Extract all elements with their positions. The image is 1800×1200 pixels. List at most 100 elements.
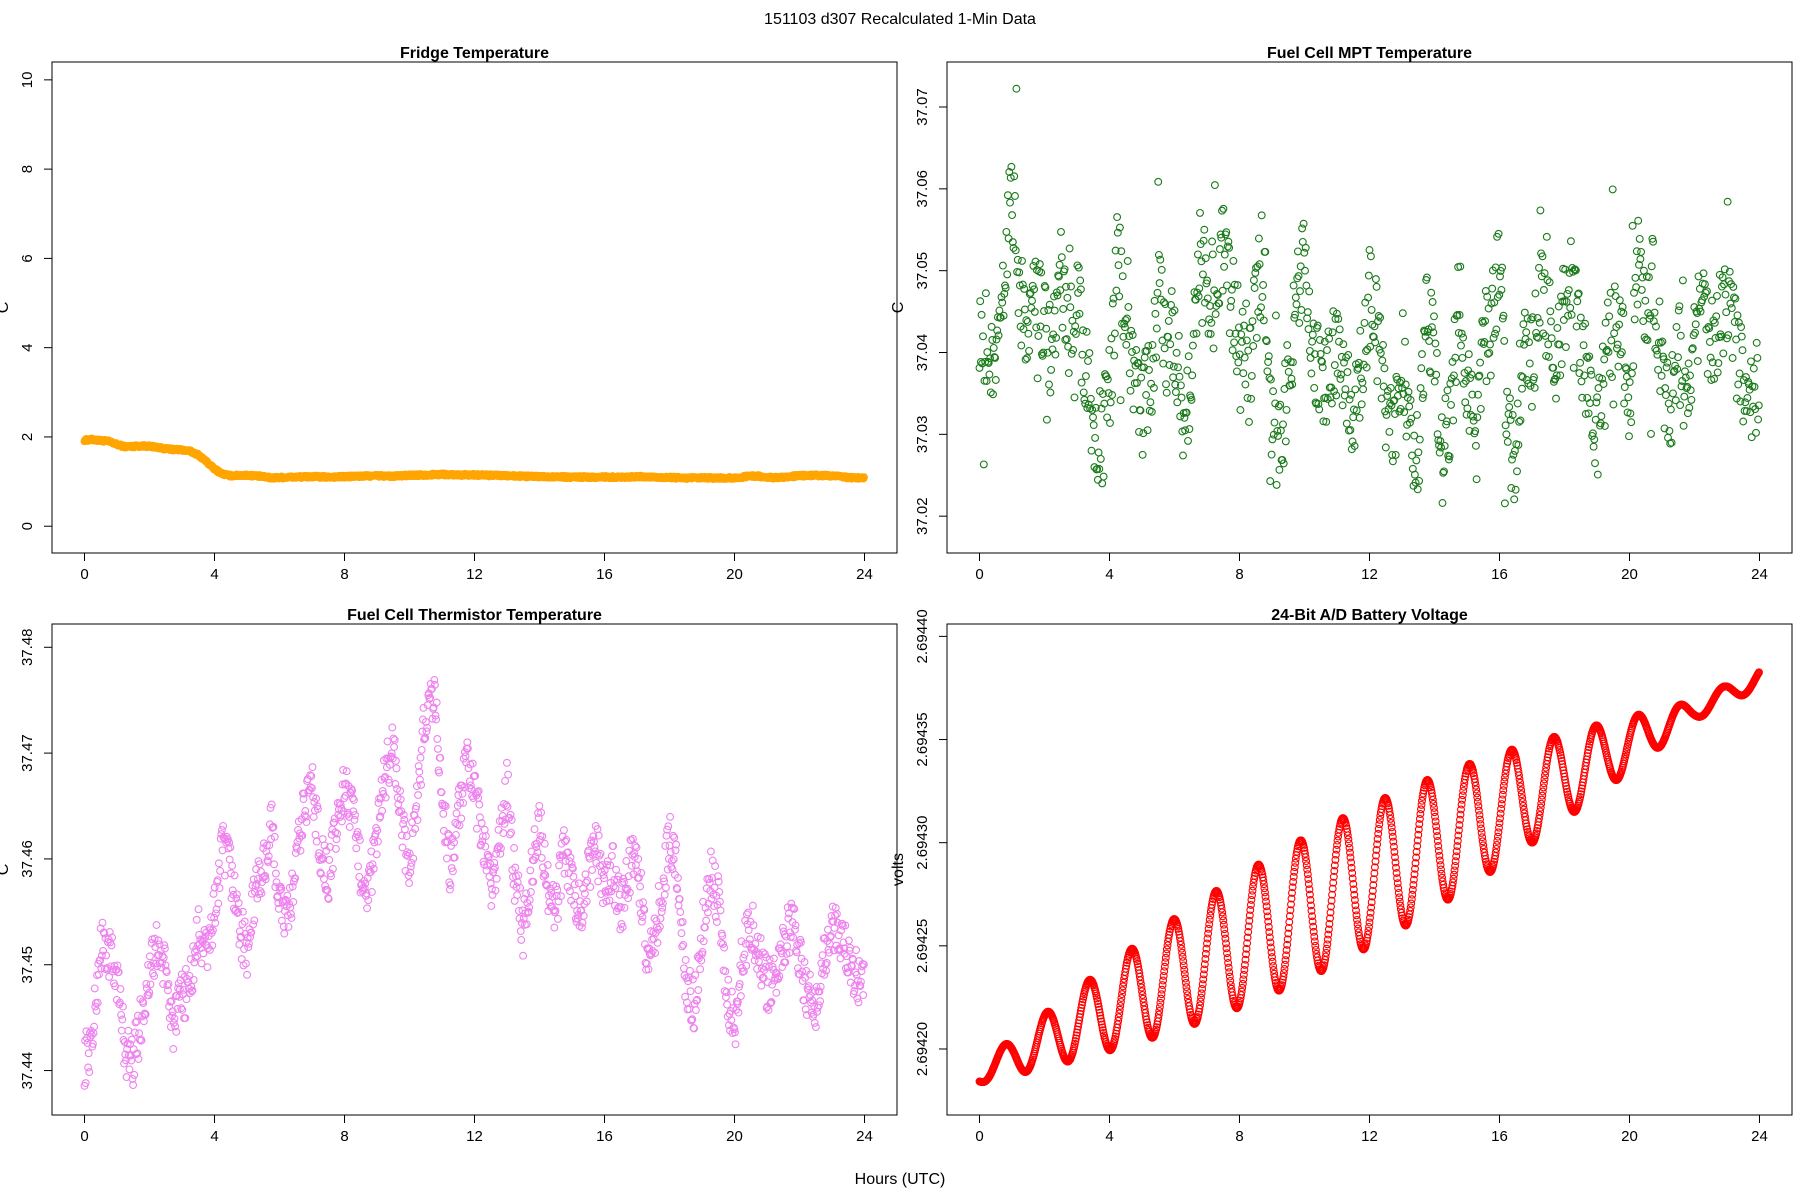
mpt-point: [990, 353, 999, 362]
thermistor-point: [102, 951, 111, 960]
thermistor-point: [667, 856, 676, 865]
voltage-point: [1413, 836, 1422, 845]
thermistor-point: [475, 813, 484, 822]
mpt-point: [1700, 280, 1709, 289]
mpt-point: [1637, 247, 1646, 256]
mpt-point: [1597, 412, 1606, 421]
voltage-point: [1242, 944, 1251, 953]
mpt-point: [1123, 314, 1131, 323]
thermistor-point: [742, 961, 751, 970]
mpt-point: [1293, 247, 1302, 256]
thermistor-point: [678, 942, 687, 951]
mpt-point: [1188, 341, 1197, 350]
mpt-point: [1505, 403, 1514, 411]
thermistor-point: [477, 840, 486, 849]
mpt-point: [989, 343, 998, 352]
mpt-point: [1020, 284, 1029, 293]
thermistor-point: [411, 824, 420, 833]
voltage-point: [1473, 797, 1482, 806]
mpt-point: [1167, 301, 1175, 309]
thermistor-point: [169, 1018, 178, 1027]
voltage-point: [1432, 822, 1441, 831]
voltage-point: [1203, 939, 1211, 948]
mpt-point: [1207, 318, 1216, 327]
thermistor-point: [481, 832, 490, 841]
mpt-point: [1037, 268, 1046, 277]
thermistor-point: [648, 947, 657, 955]
thermistor-point: [636, 882, 645, 891]
mpt-point: [1124, 303, 1133, 311]
mpt-point: [1661, 384, 1670, 393]
mpt-point: [1232, 367, 1241, 376]
voltage-point: [1472, 789, 1481, 798]
thermistor-point: [475, 800, 484, 809]
thermistor-point: [269, 823, 278, 831]
voltage-point: [1240, 960, 1249, 969]
voltage-point: [1265, 933, 1274, 942]
mpt-point: [1308, 330, 1317, 339]
thermistor-point: [789, 904, 798, 913]
thermistor-point: [664, 822, 673, 831]
thermistor-point: [712, 918, 721, 926]
thermistor-point: [503, 802, 512, 811]
thermistor-point: [644, 965, 653, 974]
thermistor-point: [500, 819, 509, 828]
mpt-point: [1024, 329, 1033, 338]
thermistor-point: [859, 991, 868, 1000]
thermistor-point: [818, 951, 827, 960]
mpt-point: [1294, 272, 1303, 281]
mpt-point: [1735, 369, 1744, 378]
mpt-point: [1538, 252, 1547, 261]
thermistor-point: [208, 926, 217, 935]
thermistor-point: [97, 964, 106, 973]
voltage-point: [1239, 970, 1248, 979]
mpt-point: [1432, 349, 1441, 357]
thermistor-point: [463, 738, 472, 747]
mpt-point: [982, 377, 991, 385]
thermistor-point: [619, 877, 628, 886]
thermistor-point: [319, 875, 328, 883]
mpt-point: [1567, 310, 1576, 319]
thermistor-point: [658, 899, 667, 908]
mpt-point: [1225, 243, 1234, 252]
thermistor-point: [189, 975, 198, 984]
mpt-point: [1006, 173, 1015, 182]
mpt-point: [1696, 307, 1705, 316]
voltage-point: [1406, 903, 1415, 912]
thermistor-point: [446, 881, 455, 890]
thermistor-point: [423, 723, 432, 732]
voltage-point: [1418, 796, 1426, 805]
voltage-point: [1331, 855, 1340, 864]
voltage-point: [1496, 809, 1505, 818]
mpt-point: [1625, 432, 1633, 441]
thermistor-point: [431, 711, 440, 720]
mpt-point: [1540, 269, 1549, 278]
mpt-point: [1172, 348, 1181, 357]
voltage-point: [1415, 814, 1424, 823]
thermistor-point: [552, 882, 561, 891]
mpt-point: [1513, 399, 1522, 408]
mpt-point: [1457, 341, 1465, 350]
mpt-point: [1045, 300, 1054, 309]
panel-fridge-temperature: Fridge TemperatureC048121620240246810: [0, 45, 898, 583]
mpt-point: [1491, 329, 1499, 338]
voltage-point: [1430, 808, 1439, 817]
mpt-point: [1129, 405, 1138, 414]
mpt-point: [1479, 318, 1487, 327]
voltage-point: [1391, 858, 1400, 867]
mpt-point: [1253, 262, 1262, 271]
voltage-point: [1278, 978, 1287, 987]
voltage-point: [1453, 836, 1462, 845]
mpt-point: [1210, 181, 1219, 190]
thermistor-point: [124, 1026, 133, 1035]
thermistor-point: [607, 851, 616, 860]
mpt-point: [1513, 467, 1521, 476]
voltage-point: [1326, 914, 1334, 923]
mpt-point: [1230, 280, 1239, 289]
thermistor-point: [588, 866, 597, 874]
thermistor-point: [501, 776, 510, 785]
mpt-point: [1486, 340, 1494, 349]
thermistor-point: [419, 703, 428, 712]
thermistor-point: [174, 984, 183, 993]
thermistor-point: [224, 844, 233, 853]
